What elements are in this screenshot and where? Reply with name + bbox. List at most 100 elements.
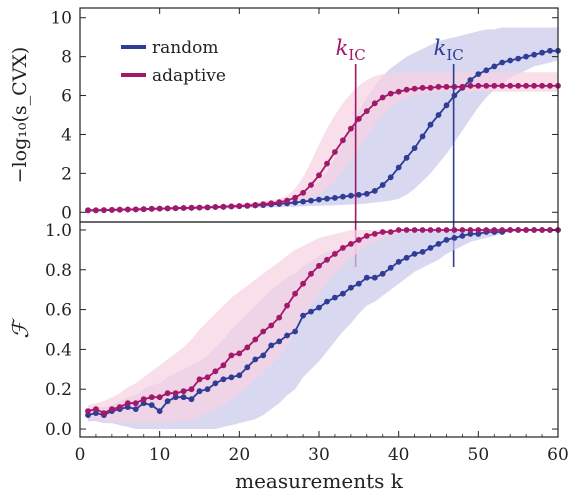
bottom-adaptive-point [85,408,91,414]
top-adaptive-point [93,207,99,214]
bottom-adaptive-point [252,336,259,343]
bottom-random-point [85,412,91,418]
kic-random-subscript: IC [446,46,463,64]
bottom-adaptive-point [403,227,410,233]
top-ytick-label: 10 [50,9,72,29]
top-adaptive-point [539,82,545,89]
top-random-point [539,49,545,56]
top-confidence-bands [88,27,558,212]
top-ytick-label: 0 [61,203,72,223]
top-adaptive-point [220,203,227,210]
bottom-random-point [180,394,187,401]
bottom-adaptive-point [196,376,203,383]
top-ytick-label: 4 [61,125,72,145]
bottom-random-point [93,410,99,416]
bottom-random-point [284,332,290,339]
top-random-point [547,47,553,54]
bottom-adaptive-point [419,227,426,233]
top-adaptive-point [427,84,434,91]
bottom-adaptive-point [244,344,251,351]
top-random-point [483,67,490,74]
top-adaptive-point [363,108,370,114]
bottom-random-point [188,396,195,403]
top-adaptive-point [101,207,107,214]
top-random-point [363,190,370,197]
bottom-adaptive-point [180,388,187,395]
top-adaptive-point [204,204,211,211]
top-ytick-label: 2 [61,164,72,184]
kic-adaptive-subscript: IC [348,46,365,64]
xtick-label: 0 [75,445,86,465]
bottom-adaptive-point [435,227,442,233]
top-adaptive-point [371,100,378,107]
bottom-adaptive-point [348,241,354,247]
top-adaptive-point [507,82,514,89]
top-random-point [507,57,514,64]
top-random-point [491,63,498,70]
top-random-point [427,121,434,128]
xtick-label: 10 [149,445,171,465]
bottom-random-point [419,249,426,255]
bottom-adaptive-point [212,368,219,375]
bottom-random-point [308,308,314,315]
kic-adaptive-label: kIC [336,36,366,64]
bottom-adaptive-point [491,227,498,233]
bottom-adaptive-point [228,352,235,359]
top-adaptive-point [132,206,139,213]
kic-adaptive-k: k [336,36,349,60]
top-adaptive-point [419,84,426,91]
bottom-adaptive-point [316,262,322,269]
top-random-point [332,195,338,201]
top-adaptive-point [348,125,354,132]
xtick-label: 50 [468,445,490,465]
top-adaptive-point [85,207,91,214]
top-adaptive-point [244,202,251,209]
top-adaptive-point [156,205,163,212]
bottom-adaptive-point [260,328,267,335]
legend: random adaptive [121,38,226,86]
bottom-adaptive-band [88,230,558,424]
bottom-random-point [348,284,354,291]
top-adaptive-point [188,204,195,211]
kic-random-label: kIC [434,36,464,64]
bottom-adaptive-point [363,233,370,239]
bottom-random-point [244,364,251,371]
top-adaptive-point [531,82,537,89]
xtick-label: 20 [229,445,251,465]
top-adaptive-point [547,82,553,89]
bottom-random-point [411,251,418,257]
top-random-point [523,53,529,60]
bottom-adaptive-point [116,404,123,410]
bottom-random-point [228,374,235,381]
bottom-adaptive-point [459,227,466,233]
top-random-point [348,192,354,199]
bottom-adaptive-point [276,314,283,321]
top-random-point [292,199,298,206]
bottom-random-point [164,398,171,405]
bottom-adaptive-point [499,227,506,233]
top-random-point [395,164,402,171]
top-adaptive-point [435,83,442,90]
top-adaptive-point [172,205,179,212]
top-random-point [355,191,362,198]
bottom-random-point [300,312,306,319]
top-adaptive-point [236,203,243,209]
xlabel: measurements k [235,469,404,493]
bottom-adaptive-point [300,280,306,287]
bottom-adaptive-point [332,251,338,257]
bottom-adaptive-point [204,374,211,381]
top-adaptive-point [316,172,322,179]
top-adaptive-point [523,82,529,89]
top-adaptive-point [403,86,410,93]
bottom-adaptive-point [220,362,227,369]
top-adaptive-point [164,205,171,212]
bottom-ytick-label: 0.0 [45,420,72,440]
top-adaptive-point [483,82,490,89]
top-adaptive-point [140,206,147,213]
bottom-random-point [443,237,450,243]
top-random-point [443,102,450,109]
bottom-random-point [212,380,219,387]
